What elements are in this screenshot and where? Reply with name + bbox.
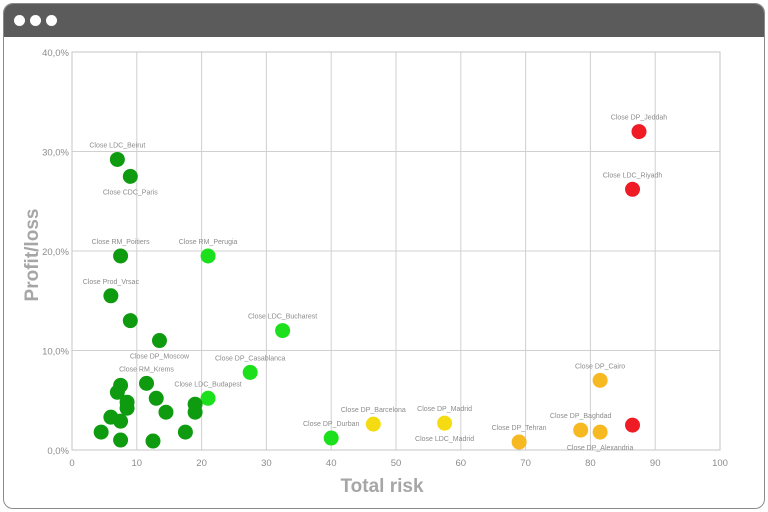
data-point[interactable] <box>148 390 164 406</box>
data-point[interactable] <box>187 404 203 420</box>
x-tick-label: 100 <box>712 458 728 469</box>
chart-grid <box>71 51 721 451</box>
chart-window <box>3 3 765 509</box>
data-point[interactable] <box>631 124 647 140</box>
data-point[interactable] <box>323 430 339 446</box>
data-point[interactable] <box>365 416 381 432</box>
data-point[interactable] <box>200 248 216 264</box>
data-point[interactable] <box>511 434 527 450</box>
data-point[interactable] <box>113 432 129 448</box>
data-point[interactable] <box>109 384 125 400</box>
data-point[interactable] <box>573 422 589 438</box>
point-label: Close RM_Krems <box>119 366 174 373</box>
point-label: Close LDC_Madrid <box>415 436 474 443</box>
point-labels: Close DP_Jeddah Close LDC_Riyadh Close DP_… <box>83 115 668 452</box>
x-tick-label: 80 <box>585 458 596 469</box>
data-point[interactable] <box>139 375 155 391</box>
y-tick-label: 40,0% <box>42 48 69 59</box>
x-tick-label: 60 <box>456 458 467 469</box>
data-point[interactable] <box>109 151 125 167</box>
point-label: Close DP_Cairo <box>575 363 625 370</box>
data-point[interactable] <box>200 390 216 406</box>
point-label: Close DP_Moscow <box>130 354 190 361</box>
x-tick-label: 40 <box>326 458 337 469</box>
x-tick-label: 70 <box>520 458 531 469</box>
point-label: Close LDC_Beirut <box>89 142 145 149</box>
point-label: Close RM_Poitiers <box>92 239 150 246</box>
plot-border <box>71 51 721 451</box>
point-label: Close DP_Madrid <box>417 406 472 413</box>
x-tick-label: 10 <box>132 458 143 469</box>
point-label: Close DP_Tehran <box>492 425 547 432</box>
data-point[interactable] <box>592 424 608 440</box>
point-label: Close DP_Alexandria <box>567 445 634 452</box>
point-label: Close Prod_Vrsac <box>83 279 140 286</box>
point-label: Close DP_Baghdad <box>550 413 612 420</box>
window-titlebar <box>4 4 764 37</box>
data-point[interactable] <box>93 424 109 440</box>
y-tick-label: 30,0% <box>42 148 69 159</box>
window-dot-icon[interactable] <box>46 15 57 26</box>
data-point[interactable] <box>113 248 129 264</box>
data-points <box>93 124 647 450</box>
point-label: Close DP_Jeddah <box>611 115 668 122</box>
data-point[interactable] <box>625 181 641 197</box>
data-point[interactable] <box>103 288 119 304</box>
data-point[interactable] <box>275 323 291 339</box>
data-point[interactable] <box>145 433 161 449</box>
x-tick-label: 20 <box>196 458 207 469</box>
x-tick-label: 50 <box>391 458 402 469</box>
point-label: Close CDC_Paris <box>103 189 158 196</box>
y-tick-label: 0,0% <box>47 446 69 457</box>
point-label: Close DP_Durban <box>303 421 360 428</box>
x-tick-label: 90 <box>650 458 661 469</box>
x-axis-title: Total risk <box>340 476 423 497</box>
point-label: Close LDC_Riyadh <box>603 172 663 179</box>
data-point[interactable] <box>158 404 174 420</box>
data-point[interactable] <box>113 413 129 429</box>
data-point[interactable] <box>242 364 258 380</box>
y-tick-labels: 0,0% 10,0% 20,0% 30,0% 40,0% <box>42 48 69 457</box>
x-tick-label: 0 <box>69 458 74 469</box>
window-dot-icon[interactable] <box>30 15 41 26</box>
y-tick-label: 20,0% <box>42 247 69 258</box>
x-tick-label: 30 <box>261 458 272 469</box>
data-point[interactable] <box>151 333 167 349</box>
point-label: Close LDC_Bucharest <box>248 314 317 321</box>
data-point[interactable] <box>592 372 608 388</box>
point-label: Close LDC_Budapest <box>174 381 241 388</box>
data-point[interactable] <box>122 168 138 184</box>
point-label: Close DP_Barcelona <box>341 407 406 414</box>
y-axis-title: Profit/loss <box>22 209 43 302</box>
x-tick-labels: 0 10 20 30 40 50 60 70 80 90 100 <box>69 458 728 469</box>
data-point[interactable] <box>625 417 641 433</box>
data-point[interactable] <box>437 415 453 431</box>
y-tick-label: 10,0% <box>42 347 69 358</box>
point-label: Close RM_Perugia <box>179 239 238 246</box>
data-point[interactable] <box>119 400 135 416</box>
data-point[interactable] <box>177 424 193 440</box>
window-dot-icon[interactable] <box>14 15 25 26</box>
data-point[interactable] <box>122 313 138 329</box>
point-label: Close DP_Casablanca <box>215 355 286 362</box>
